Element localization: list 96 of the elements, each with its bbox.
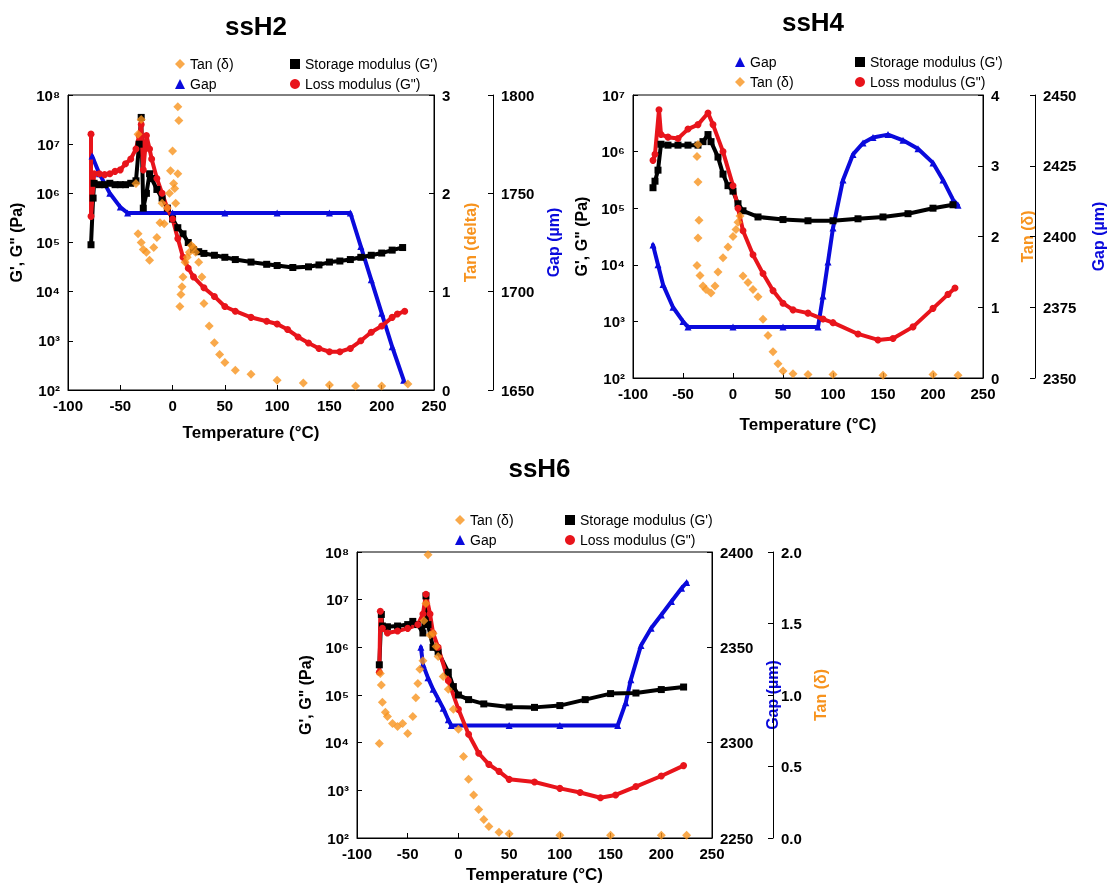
y-tick-label: 10⁷ [602, 86, 625, 104]
y3-tick-label: 2350 [1043, 369, 1077, 387]
y2-tick-label: 1 [442, 283, 451, 301]
x-tick-label: 200 [920, 385, 946, 402]
y3-tick-label: 2.0 [781, 543, 802, 561]
y-tick-label: 10³ [38, 332, 60, 350]
x-axis-title: Temperature (°C) [466, 865, 603, 884]
x-tick-label: 200 [369, 397, 395, 414]
legend-label: Gap [750, 54, 777, 70]
y-axis-title: G', G" (Pa) [297, 655, 315, 735]
y2-tick-label: 2400 [720, 543, 754, 561]
y-tick-label: 10⁵ [601, 199, 625, 217]
y3-tick-label: 1650 [501, 381, 535, 399]
x-tick-label: -100 [617, 385, 649, 402]
y-tick-label: 10³ [327, 781, 349, 799]
y3-tick-label: 1800 [501, 86, 535, 104]
legend-label: Storage modulus (G') [870, 54, 1003, 70]
y3-axis-title: Tan (δ) [812, 668, 830, 722]
y-tick-label: 10⁵ [325, 686, 349, 704]
x-tick-label: -50 [672, 385, 694, 402]
y-tick-label: 10³ [603, 312, 625, 330]
y3-tick-label: 2400 [1043, 228, 1077, 245]
y2-tick-label: 2300 [720, 734, 754, 752]
x-tick-label: 0 [168, 397, 177, 414]
legend-label: Storage modulus (G') [305, 56, 438, 72]
x-tick-label: -50 [396, 845, 419, 862]
y3-tick-label: 0.5 [781, 758, 802, 775]
x-axis-title: Temperature (°C) [739, 415, 877, 434]
y-tick-label: 10⁸ [36, 86, 60, 104]
x-tick-label: 100 [547, 845, 573, 862]
y3-axis-title: Gap (µm) [544, 207, 562, 278]
y-tick-label: 10⁷ [37, 135, 60, 153]
y2-tick-label: 3 [991, 157, 1000, 175]
x-tick-label: 250 [421, 397, 447, 414]
y-tick-label: 10⁴ [600, 256, 625, 274]
legend-label: Tan (δ) [470, 512, 514, 528]
chart-title: ssH2 [224, 11, 288, 41]
x-tick-label: 150 [870, 385, 896, 402]
y-tick-label: 10⁴ [324, 734, 349, 752]
y-tick-label: 10⁵ [36, 234, 60, 251]
y3-axis-title: Gap (µm) [1089, 201, 1107, 272]
y3-tick-label: 2425 [1043, 157, 1077, 175]
y-tick-label: 10⁷ [326, 591, 349, 609]
y2-tick-label: 2 [442, 184, 451, 202]
y-tick-label: 10² [38, 381, 60, 399]
chart-title: ssH4 [781, 7, 845, 37]
y3-tick-label: 2450 [1043, 86, 1077, 104]
chart-title: ssH6 [508, 453, 571, 483]
x-tick-label: 150 [316, 397, 342, 414]
y-tick-label: 10² [327, 829, 349, 847]
y3-tick-label: 0.0 [781, 829, 802, 847]
x-tick-label: 250 [699, 845, 725, 862]
x-tick-label: 200 [648, 845, 674, 862]
y-axis-title: G', G" (Pa) [573, 196, 591, 277]
y2-tick-label: 0 [991, 369, 1000, 387]
y-tick-label: 10⁸ [325, 543, 349, 561]
x-tick-label: 250 [970, 385, 996, 402]
x-tick-label: 100 [820, 385, 846, 402]
y-tick-label: 10⁶ [325, 638, 349, 656]
x-tick-label: 100 [264, 397, 290, 414]
y2-tick-label: 3 [442, 86, 451, 104]
x-tick-label: 0 [728, 385, 738, 402]
y-tick-label: 10² [603, 369, 625, 387]
y2-tick-label: 4 [991, 86, 1000, 104]
x-axis-title: Temperature (°C) [182, 423, 320, 442]
y3-tick-label: 1700 [501, 283, 535, 301]
x-tick-label: 0 [454, 845, 463, 862]
y-tick-label: 10⁴ [35, 283, 60, 301]
y-tick-label: 10⁶ [601, 143, 625, 161]
legend-label: Gap [190, 76, 217, 92]
y2-axis-title: Tan (delta) [461, 202, 479, 283]
y2-tick-label: 2250 [720, 829, 754, 847]
y3-tick-label: 2375 [1043, 298, 1077, 316]
x-tick-label: -100 [52, 397, 84, 414]
x-tick-label: 150 [598, 845, 624, 862]
x-tick-label: -50 [109, 397, 132, 414]
x-tick-label: 50 [216, 397, 234, 414]
legend-label: Tan (δ) [750, 74, 794, 90]
legend-label: Tan (δ) [190, 56, 234, 72]
y3-tick-label: 1.5 [781, 615, 802, 632]
legend-label: Gap [470, 532, 497, 548]
x-tick-label: -100 [341, 845, 373, 862]
y3-tick-label: 1750 [501, 184, 535, 202]
legend-label: Loss modulus (G") [305, 76, 421, 92]
legend-label: Storage modulus (G') [580, 512, 713, 528]
y2-tick-label: 2350 [720, 638, 754, 656]
legend-label: Loss modulus (G") [870, 74, 986, 90]
y3-tick-label: 1.0 [781, 686, 802, 704]
x-tick-label: 50 [500, 845, 518, 862]
legend-label: Loss modulus (G") [580, 532, 696, 548]
y2-tick-label: 1 [991, 298, 1000, 316]
x-tick-label: 50 [774, 385, 792, 402]
y2-tick-label: 2 [991, 228, 1000, 245]
y2-axis-title: Tan (δ) [1018, 210, 1036, 263]
y-tick-label: 10⁶ [36, 184, 60, 202]
y-axis-title: G', G" (Pa) [8, 202, 26, 283]
